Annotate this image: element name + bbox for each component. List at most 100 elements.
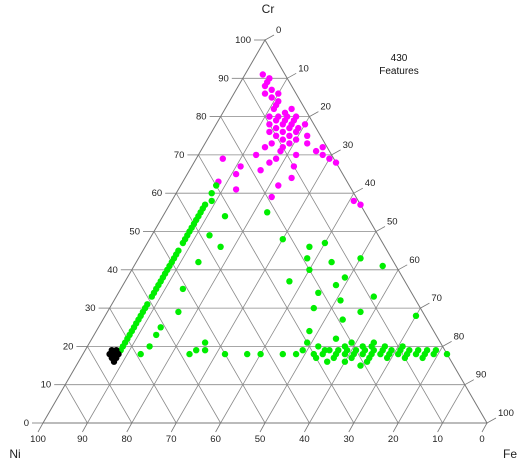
data-point xyxy=(315,289,322,296)
data-point xyxy=(415,347,422,354)
data-point xyxy=(412,312,420,319)
data-point xyxy=(332,335,340,342)
data-point xyxy=(321,239,329,247)
data-point xyxy=(292,128,300,136)
data-point xyxy=(306,243,313,250)
data-point xyxy=(206,232,213,239)
tick-label-cr: 20 xyxy=(63,341,74,352)
data-point xyxy=(304,255,311,262)
grid-line-fe xyxy=(175,154,332,424)
tick-label-ni: 60 xyxy=(210,434,221,445)
data-point xyxy=(341,274,349,281)
grid-line-fe xyxy=(87,78,288,424)
data-point xyxy=(288,174,295,182)
tick-label-fe: 70 xyxy=(431,293,442,304)
data-point xyxy=(272,124,280,132)
tick-label-fe: 20 xyxy=(320,102,331,113)
data-point xyxy=(157,324,164,331)
data-point xyxy=(221,213,229,220)
tick-mark-fe xyxy=(464,379,474,386)
tick-mark-ni xyxy=(82,422,88,433)
data-point xyxy=(186,350,193,358)
data-point xyxy=(312,354,320,362)
data-point xyxy=(175,308,182,316)
tick-label-ni: 30 xyxy=(344,434,355,445)
data-point xyxy=(352,347,360,354)
ternary-grid xyxy=(64,77,466,424)
data-point xyxy=(388,347,395,354)
data-point xyxy=(259,71,266,78)
data-point xyxy=(286,140,293,147)
data-point xyxy=(306,327,313,335)
tick-mark-ni xyxy=(215,422,221,433)
feature-count-label: Features xyxy=(379,66,419,77)
data-point xyxy=(330,354,337,362)
data-point xyxy=(266,113,273,120)
data-point xyxy=(319,144,326,151)
data-point xyxy=(193,347,200,354)
data-point xyxy=(324,358,331,365)
data-point xyxy=(208,190,215,197)
feature-count-value: 430 xyxy=(390,53,408,64)
tick-mark-fe xyxy=(398,264,408,271)
data-point xyxy=(201,339,209,346)
grid-line-ni xyxy=(64,384,88,424)
vertex-label-top: Cr xyxy=(262,2,275,16)
data-point xyxy=(219,155,226,162)
data-point xyxy=(277,147,284,155)
data-point xyxy=(286,132,293,139)
data-point xyxy=(335,347,342,354)
tick-labels: 0 0 0 10 10 10 20 20 20 30 30 30 40 40 40 50 50 50 60 60 60 7… xyxy=(24,25,514,445)
data-point xyxy=(348,339,355,346)
tick-label-fe: 0 xyxy=(276,25,281,36)
data-point xyxy=(153,331,160,339)
data-point xyxy=(341,358,349,365)
data-point xyxy=(290,163,298,170)
tick-label-ni: 90 xyxy=(77,434,88,445)
data-point xyxy=(275,182,282,189)
tick-mark-ni xyxy=(348,422,355,433)
data-point xyxy=(319,151,326,159)
tick-label-ni: 20 xyxy=(388,434,399,445)
tick-mark-fe xyxy=(442,341,452,347)
data-point xyxy=(292,151,300,159)
feature-count-legend: 430 Features xyxy=(374,52,424,78)
data-point xyxy=(237,163,244,170)
tick-mark-ni xyxy=(259,422,266,433)
data-point xyxy=(304,140,311,147)
data-point xyxy=(279,236,286,243)
data-point xyxy=(279,128,286,136)
tick-mark-fe xyxy=(420,302,430,309)
data-point xyxy=(208,197,215,205)
data-point xyxy=(292,136,300,143)
data-point xyxy=(272,155,280,162)
data-point xyxy=(406,347,413,354)
tick-label-fe: 100 xyxy=(498,408,514,419)
grid-line-ni xyxy=(242,78,443,424)
tick-mark-fe xyxy=(331,149,341,156)
tick-label-cr: 80 xyxy=(196,112,207,123)
data-point xyxy=(363,358,371,365)
data-point xyxy=(357,201,364,208)
tick-label-cr: 0 xyxy=(24,418,29,429)
data-point xyxy=(275,90,282,97)
tick-mark-ni xyxy=(437,422,443,433)
data-point xyxy=(357,255,364,262)
data-point xyxy=(348,354,355,362)
data-point xyxy=(266,121,273,128)
data-point xyxy=(279,350,286,358)
tick-label-cr: 10 xyxy=(41,380,52,391)
tick-mark-fe xyxy=(309,111,319,117)
tick-mark-ni xyxy=(304,422,310,433)
grid-line-ni xyxy=(198,154,355,424)
data-point xyxy=(310,304,317,312)
data-point xyxy=(137,350,144,358)
data-point xyxy=(315,343,322,350)
data-point xyxy=(370,293,377,300)
data-point xyxy=(266,128,273,136)
data-point xyxy=(299,347,306,354)
tick-mark-ni xyxy=(392,422,399,433)
data-point xyxy=(306,266,313,273)
data-point xyxy=(257,167,264,174)
grid-line-fe xyxy=(442,384,466,424)
